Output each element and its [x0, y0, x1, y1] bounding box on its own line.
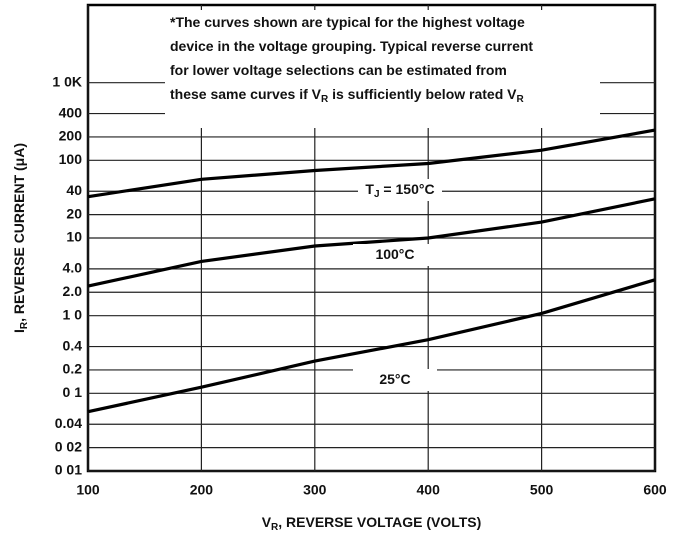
- note-line-part: device in the voltage grouping. Typical …: [170, 38, 533, 54]
- y-tick-label: 0 1: [63, 384, 83, 400]
- y-axis-label-part: I: [11, 329, 27, 333]
- y-tick-label: 0 02: [55, 438, 82, 454]
- y-tick-label: 2.0: [63, 283, 83, 299]
- note-line-part: is sufficiently below rated V: [328, 86, 517, 102]
- y-tick-label: 200: [59, 128, 83, 144]
- x-tick-label: 100: [76, 482, 100, 498]
- curve-label: TJ = 150°C: [365, 181, 434, 200]
- y-axis-label-part: R: [19, 321, 30, 329]
- y-tick-label: 0.4: [63, 337, 83, 353]
- y-tick-label: 100: [59, 151, 83, 167]
- x-tick-label: 200: [190, 482, 214, 498]
- y-tick-label: 4.0: [63, 260, 83, 276]
- note-line: for lower voltage selections can be esti…: [170, 62, 507, 78]
- y-tick-label: 0.04: [55, 415, 82, 431]
- note-line: device in the voltage grouping. Typical …: [170, 38, 533, 54]
- note-line: these same curves if VR is sufficiently …: [170, 86, 525, 105]
- note-line-part: for lower voltage selections can be esti…: [170, 62, 507, 78]
- note-line: *The curves shown are typical for the hi…: [170, 14, 525, 30]
- y-tick-label: 10: [66, 229, 82, 245]
- curve-label-part: = 150°C: [380, 181, 435, 197]
- y-tick-label: 0.2: [63, 361, 83, 377]
- curve-label-part: 25°C: [379, 371, 410, 387]
- note-background: [165, 10, 600, 128]
- x-tick-label: 500: [530, 482, 554, 498]
- curve-label-background: [353, 369, 437, 391]
- note-line-part: these same curves if V: [170, 86, 322, 102]
- curve-label-part: J: [374, 189, 380, 200]
- curve-label-part: 100°C: [375, 246, 414, 262]
- x-tick-label: 600: [643, 482, 667, 498]
- curve: [87, 128, 656, 199]
- x-axis-label-part: , REVERSE VOLTAGE (VOLTS): [278, 514, 481, 530]
- y-tick-label: 0 01: [55, 462, 82, 478]
- x-axis-label-part: V: [262, 514, 272, 530]
- note-line-part: *The curves shown are typical for the hi…: [170, 14, 525, 30]
- note-line-part: R: [321, 94, 329, 105]
- curve-label: 100°C: [375, 246, 414, 262]
- curve: [87, 197, 656, 288]
- note-line-part: R: [517, 94, 525, 105]
- y-axis-label-part: , REVERSE CURRENT (μA): [11, 143, 27, 322]
- x-tick-label: 300: [303, 482, 327, 498]
- curve: [87, 278, 656, 414]
- x-axis-label-part: R: [271, 522, 279, 533]
- y-tick-label: 40: [66, 182, 82, 198]
- x-axis-label: VR, REVERSE VOLTAGE (VOLTS): [262, 514, 482, 533]
- curve-label: 25°C: [379, 371, 410, 387]
- y-axis-label: IR, REVERSE CURRENT (μA): [11, 143, 30, 333]
- y-tick-label: 1 0: [63, 306, 83, 322]
- curve-label-background: [353, 244, 437, 266]
- curve-label-part: T: [365, 181, 374, 197]
- curve-label-background: [358, 179, 442, 201]
- x-tick-label: 400: [417, 482, 441, 498]
- y-tick-label: 1 0K: [52, 73, 82, 89]
- y-tick-label: 400: [59, 104, 83, 120]
- y-tick-label: 20: [66, 205, 82, 221]
